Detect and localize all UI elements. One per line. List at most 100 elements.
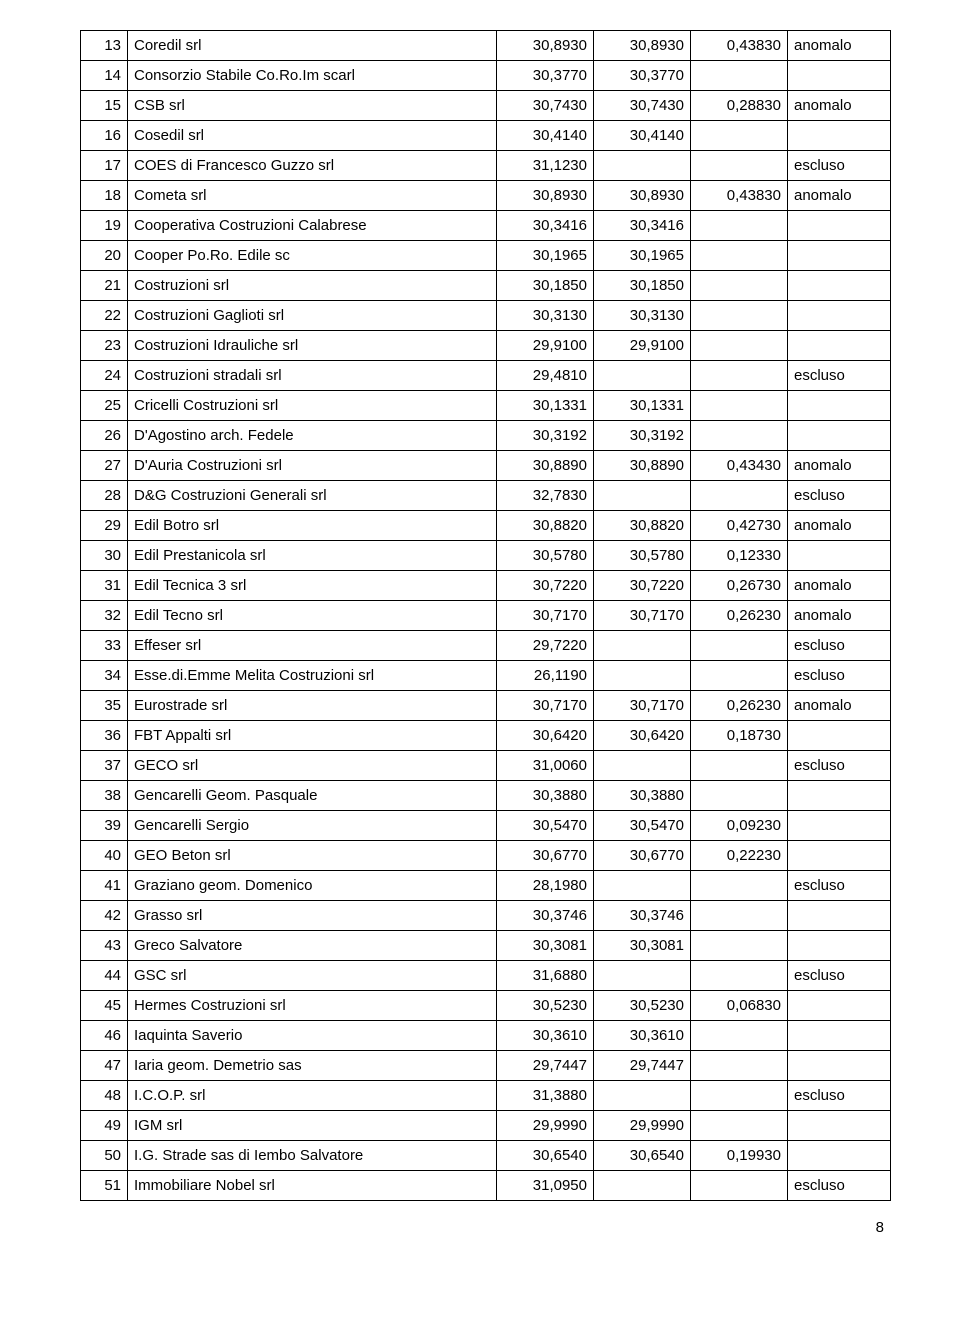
cell-value2: 30,7170	[594, 691, 691, 721]
table-row: 45Hermes Costruzioni srl30,523030,52300,…	[81, 991, 891, 1021]
cell-value2	[594, 751, 691, 781]
cell-value1: 30,3130	[497, 301, 594, 331]
cell-name: I.C.O.P. srl	[128, 1081, 497, 1111]
cell-note: anomalo	[788, 571, 891, 601]
cell-value2: 30,1331	[594, 391, 691, 421]
cell-note	[788, 121, 891, 151]
table-row: 41Graziano geom. Domenico28,1980escluso	[81, 871, 891, 901]
cell-value1: 30,3770	[497, 61, 594, 91]
cell-value3: 0,43830	[691, 31, 788, 61]
table-row: 40GEO Beton srl30,677030,67700,22230	[81, 841, 891, 871]
cell-note	[788, 721, 891, 751]
table-row: 26D'Agostino arch. Fedele30,319230,3192	[81, 421, 891, 451]
cell-value1: 30,5470	[497, 811, 594, 841]
cell-value2: 30,8930	[594, 31, 691, 61]
cell-name: Edil Prestanicola srl	[128, 541, 497, 571]
cell-name: D'Auria Costruzioni srl	[128, 451, 497, 481]
cell-note	[788, 241, 891, 271]
cell-name: Iaria geom. Demetrio sas	[128, 1051, 497, 1081]
cell-note	[788, 541, 891, 571]
page: 13Coredil srl30,893030,89300,43830anomal…	[0, 0, 960, 1256]
cell-value3	[691, 871, 788, 901]
cell-value3	[691, 421, 788, 451]
cell-value2: 30,5470	[594, 811, 691, 841]
cell-name: Greco Salvatore	[128, 931, 497, 961]
cell-value2: 30,7170	[594, 601, 691, 631]
cell-value3: 0,19930	[691, 1141, 788, 1171]
cell-index: 26	[81, 421, 128, 451]
cell-note: escluso	[788, 1171, 891, 1201]
cell-note: anomalo	[788, 451, 891, 481]
cell-note	[788, 331, 891, 361]
cell-value1: 29,9990	[497, 1111, 594, 1141]
cell-index: 31	[81, 571, 128, 601]
cell-note	[788, 841, 891, 871]
cell-index: 18	[81, 181, 128, 211]
cell-note: escluso	[788, 361, 891, 391]
page-number: 8	[80, 1201, 890, 1236]
cell-value1: 30,8930	[497, 181, 594, 211]
cell-note: anomalo	[788, 31, 891, 61]
cell-index: 40	[81, 841, 128, 871]
cell-name: Iaquinta Saverio	[128, 1021, 497, 1051]
cell-name: Eurostrade srl	[128, 691, 497, 721]
cell-note	[788, 421, 891, 451]
table-row: 28D&G Costruzioni Generali srl32,7830esc…	[81, 481, 891, 511]
cell-name: CSB srl	[128, 91, 497, 121]
cell-value3: 0,42730	[691, 511, 788, 541]
cell-value2: 29,7447	[594, 1051, 691, 1081]
cell-index: 45	[81, 991, 128, 1021]
cell-value3	[691, 961, 788, 991]
table-row: 14Consorzio Stabile Co.Ro.Im scarl30,377…	[81, 61, 891, 91]
cell-value3	[691, 361, 788, 391]
cell-value3	[691, 631, 788, 661]
cell-name: D'Agostino arch. Fedele	[128, 421, 497, 451]
cell-name: GEO Beton srl	[128, 841, 497, 871]
cell-name: Grasso srl	[128, 901, 497, 931]
cell-value1: 30,5780	[497, 541, 594, 571]
cell-note	[788, 211, 891, 241]
cell-name: Coredil srl	[128, 31, 497, 61]
cell-name: GSC srl	[128, 961, 497, 991]
cell-value1: 30,8890	[497, 451, 594, 481]
cell-index: 28	[81, 481, 128, 511]
cell-value2: 30,6770	[594, 841, 691, 871]
cell-index: 42	[81, 901, 128, 931]
cell-name: D&G Costruzioni Generali srl	[128, 481, 497, 511]
cell-value1: 26,1190	[497, 661, 594, 691]
cell-value3: 0,06830	[691, 991, 788, 1021]
cell-index: 32	[81, 601, 128, 631]
cell-index: 51	[81, 1171, 128, 1201]
table-row: 39Gencarelli Sergio30,547030,54700,09230	[81, 811, 891, 841]
table-row: 22Costruzioni Gaglioti srl30,313030,3130	[81, 301, 891, 331]
data-table: 13Coredil srl30,893030,89300,43830anomal…	[80, 30, 891, 1201]
cell-index: 39	[81, 811, 128, 841]
cell-note: anomalo	[788, 691, 891, 721]
cell-value2	[594, 361, 691, 391]
table-row: 27D'Auria Costruzioni srl30,889030,88900…	[81, 451, 891, 481]
cell-note: escluso	[788, 871, 891, 901]
cell-index: 30	[81, 541, 128, 571]
cell-value3: 0,18730	[691, 721, 788, 751]
cell-note	[788, 1051, 891, 1081]
cell-value1: 28,1980	[497, 871, 594, 901]
cell-value2: 30,5230	[594, 991, 691, 1021]
cell-value3: 0,26230	[691, 691, 788, 721]
cell-value1: 30,3192	[497, 421, 594, 451]
cell-value3	[691, 301, 788, 331]
cell-note: anomalo	[788, 511, 891, 541]
cell-value3	[691, 61, 788, 91]
cell-value3	[691, 931, 788, 961]
cell-name: Hermes Costruzioni srl	[128, 991, 497, 1021]
cell-value1: 30,7170	[497, 601, 594, 631]
cell-value3: 0,22230	[691, 841, 788, 871]
table-row: 17COES di Francesco Guzzo srl31,1230escl…	[81, 151, 891, 181]
table-row: 29Edil Botro srl30,882030,88200,42730ano…	[81, 511, 891, 541]
cell-name: Graziano geom. Domenico	[128, 871, 497, 901]
cell-value1: 30,3610	[497, 1021, 594, 1051]
cell-value1: 31,1230	[497, 151, 594, 181]
table-row: 24Costruzioni stradali srl29,4810escluso	[81, 361, 891, 391]
cell-value3	[691, 1171, 788, 1201]
cell-value3: 0,12330	[691, 541, 788, 571]
cell-value1: 31,3880	[497, 1081, 594, 1111]
